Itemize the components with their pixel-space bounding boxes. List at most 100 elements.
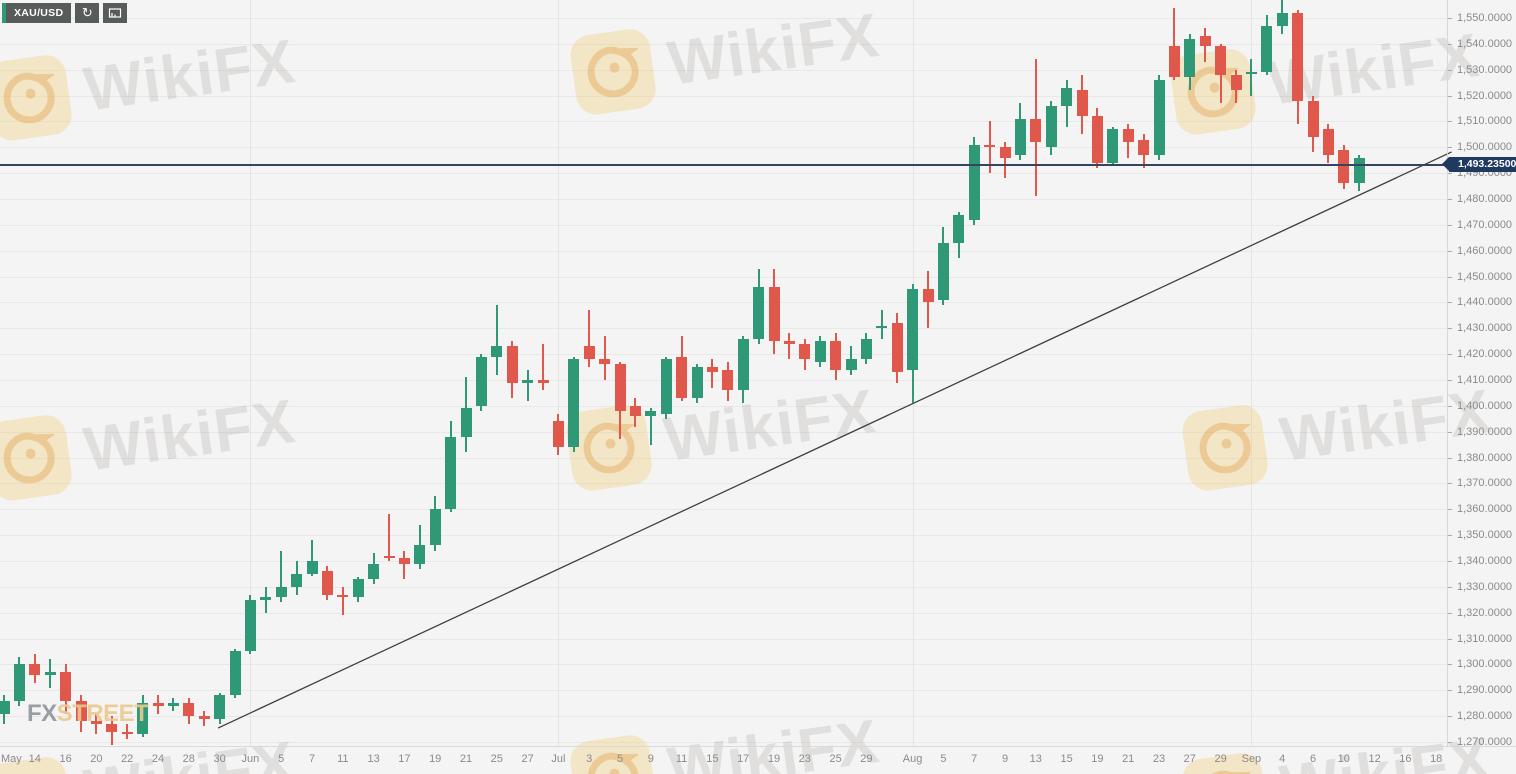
wikifx-watermark: WikiFX <box>0 21 300 144</box>
chart-settings-icon <box>109 8 122 18</box>
x-axis-label: 3 <box>586 753 593 765</box>
h-gridline <box>0 741 1447 743</box>
x-axis-label: 16 <box>1399 753 1412 765</box>
candle-jun-12 <box>352 579 364 598</box>
candle-aug-30 <box>1230 74 1242 91</box>
y-axis-label: 1,460.0000 <box>1457 244 1513 257</box>
h-gridline <box>0 95 1447 97</box>
x-axis-label: 19 <box>767 753 781 765</box>
fxstreet-logo-street: STREET <box>56 700 149 727</box>
candle-aug-22 <box>1138 139 1150 156</box>
x-axis-label: 15 <box>706 753 719 765</box>
h-gridline <box>0 328 1447 330</box>
candle-wick <box>988 121 991 174</box>
chart-settings-button[interactable] <box>103 3 128 23</box>
y-axis-border <box>1447 0 1448 746</box>
candle-jul-19 <box>768 286 780 342</box>
candle-wick <box>388 514 390 561</box>
h-gridline <box>0 690 1447 692</box>
candle-aug-27 <box>1184 38 1196 78</box>
candle-may-24 <box>152 703 164 706</box>
candle-wick <box>403 550 406 580</box>
wikifx-eagle-icon <box>0 52 75 144</box>
x-axis-label: 11 <box>675 753 688 765</box>
candle-jun-5 <box>275 586 287 598</box>
candle-may-16 <box>60 672 72 701</box>
h-gridline <box>0 173 1447 175</box>
candle-jun-28 <box>537 379 549 383</box>
wikifx-watermark-text: WikiFX <box>79 386 300 485</box>
y-axis-tick <box>1447 741 1452 743</box>
candle-sep-10 <box>1338 149 1350 184</box>
y-axis-label: 1,540.0000 <box>1457 37 1513 50</box>
h-gridline <box>0 431 1447 433</box>
h-gridline <box>0 18 1447 19</box>
candle-jun-17 <box>398 558 410 564</box>
x-axis-label: 18 <box>1430 753 1443 765</box>
x-axis-label: May <box>1 753 22 765</box>
candle-jul-31 <box>891 323 903 373</box>
y-axis-tick <box>1447 612 1452 614</box>
y-axis-label: 1,510.0000 <box>1457 115 1513 128</box>
candle-may-30 <box>214 695 226 719</box>
candle-wick <box>1173 7 1176 81</box>
candle-wick <box>495 305 498 375</box>
candle-aug-5 <box>937 242 949 300</box>
x-axis-label: 20 <box>90 753 103 765</box>
x-axis-label: 6 <box>1309 753 1317 765</box>
candle-jun-10 <box>321 571 333 595</box>
candle-jul-3 <box>583 346 595 360</box>
candle-jun-24 <box>475 356 487 406</box>
y-axis-label: 1,520.0000 <box>1457 89 1513 102</box>
y-axis-tick <box>1447 198 1452 200</box>
h-gridline <box>0 535 1447 537</box>
candle-wick <box>311 540 313 577</box>
candle-jul-1 <box>552 421 564 448</box>
candle-jun-4 <box>260 597 272 600</box>
x-axis-label: 5 <box>616 753 624 765</box>
wikifx-eagle-icon <box>1179 402 1271 494</box>
candle-aug-28 <box>1199 36 1211 47</box>
x-axis-label: 30 <box>213 753 226 765</box>
candle-jun-27 <box>522 379 534 383</box>
y-axis-tick <box>1447 405 1452 407</box>
y-axis-label: 1,450.0000 <box>1457 270 1513 283</box>
candle-jun-6 <box>291 573 303 587</box>
candle-may-14 <box>29 664 41 675</box>
h-gridline <box>0 121 1447 123</box>
x-axis-label: 15 <box>1060 753 1073 765</box>
y-axis-label: 1,500.0000 <box>1457 141 1513 154</box>
candle-wick <box>1250 59 1253 96</box>
candle-jul-16 <box>722 369 734 391</box>
candle-aug-9 <box>999 147 1011 158</box>
y-axis-label: 1,430.0000 <box>1457 322 1513 335</box>
y-axis-label: 1,360.0000 <box>1457 503 1513 516</box>
y-axis-label: 1,440.0000 <box>1457 296 1513 309</box>
candle-jul-18 <box>753 286 765 339</box>
x-axis-label: 4 <box>1279 753 1286 765</box>
fxstreet-logo: FXSTREET <box>27 700 149 728</box>
y-axis-label: 1,390.0000 <box>1457 425 1513 438</box>
candle-wick <box>711 359 714 388</box>
symbol-chip: XAU/USD <box>2 3 72 23</box>
refresh-button[interactable]: ↻ <box>75 3 100 23</box>
wikifx-watermark: WikiFX <box>0 381 300 504</box>
y-axis-tick <box>1447 483 1452 485</box>
candle-jun-14 <box>383 555 395 559</box>
y-axis-label: 1,530.0000 <box>1457 63 1513 76</box>
y-axis-tick <box>1447 173 1452 175</box>
candle-may-21 <box>106 723 118 732</box>
candle-aug-15 <box>1061 87 1073 106</box>
x-axis-label: 10 <box>1337 753 1350 765</box>
x-axis-label: 12 <box>1368 753 1381 765</box>
x-axis-label: 25 <box>829 753 842 765</box>
candle-sep-9 <box>1322 129 1334 156</box>
chart-toolbar: XAU/USD ↻ <box>2 3 128 23</box>
h-gridline <box>0 586 1447 588</box>
candle-aug-6 <box>953 214 965 243</box>
x-axis-label: 21 <box>459 753 473 765</box>
candle-aug-8 <box>984 144 996 148</box>
y-axis-tick <box>1447 224 1452 226</box>
candle-aug-12 <box>1014 118 1026 156</box>
